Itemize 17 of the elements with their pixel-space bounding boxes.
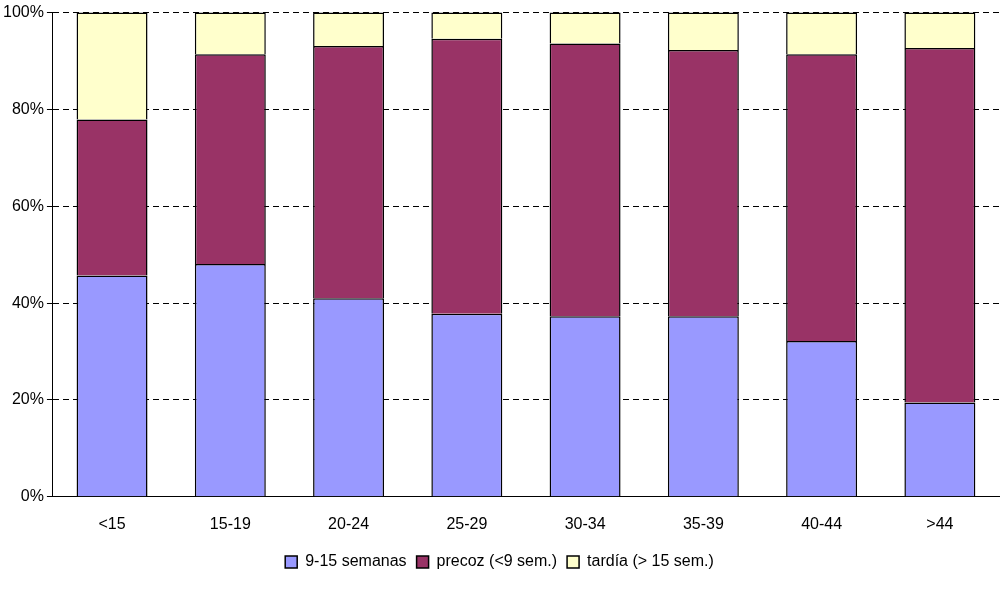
x-tick-label: 35-39 (682, 514, 724, 532)
x-tick-label: 25-29 (446, 514, 488, 532)
legend-label: 9-15 semanas (305, 552, 407, 570)
y-tick-label: 80% (11, 99, 44, 117)
x-tick-label: 20-24 (328, 514, 370, 532)
y-tick-label: 20% (11, 390, 44, 408)
y-tick-label: 100% (3, 3, 44, 21)
legend-label: tardía (> 15 sem.) (587, 552, 714, 570)
x-tick-label: 30-34 (564, 514, 606, 532)
y-tick-label: 60% (11, 196, 44, 214)
x-tick-label: 15-19 (209, 514, 251, 532)
x-tick-label: 40-44 (801, 514, 843, 532)
x-tick-label: <15 (98, 514, 126, 532)
y-tick-label: 0% (20, 487, 44, 505)
y-tick-label: 40% (11, 293, 44, 311)
legend-label: precoz (<9 sem.) (436, 552, 558, 570)
x-tick-label: >44 (926, 514, 954, 532)
